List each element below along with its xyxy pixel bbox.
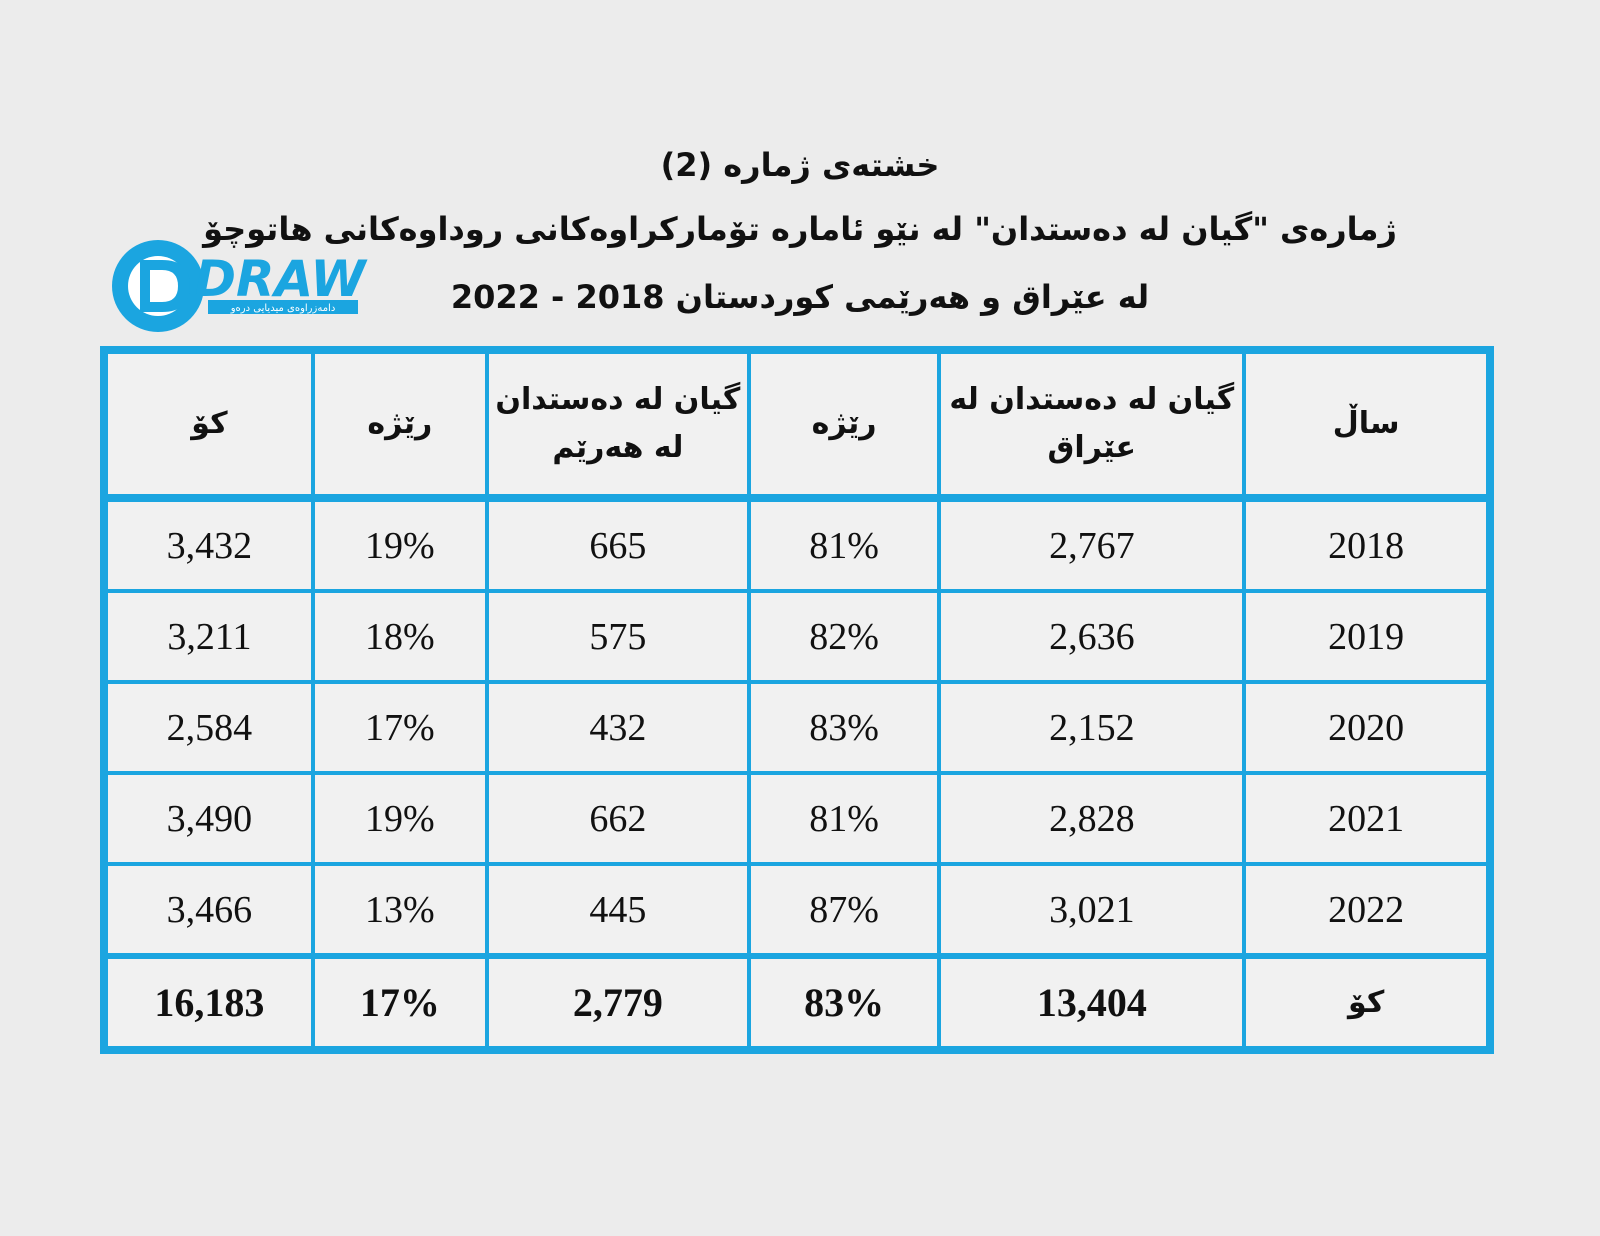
total-cell: 2,584: [102, 680, 315, 775]
iraq-deaths-cell: 2,636: [937, 589, 1247, 684]
header-region-line2: لە هەرێم: [552, 430, 684, 465]
year-cell: 2020: [1242, 680, 1492, 775]
table-caption: خشتەی ژمارە (2): [660, 146, 940, 184]
total-cell: 3,432: [102, 496, 315, 593]
totals-region-deaths-cell: 2,779: [484, 953, 751, 1052]
region-deaths-cell: 445: [484, 862, 751, 958]
table-row: 2020 2,152 83% 432 17% 2,584: [102, 680, 1492, 775]
region-deaths-cell: 432: [484, 680, 751, 775]
draw-logo: DRAW دامەزراوەی میدیایی درەو: [112, 240, 368, 332]
region-percentage-cell: 17%: [310, 680, 489, 775]
region-percentage-cell: 19%: [310, 496, 489, 593]
header-region-line1: گیان لە دەستدان: [495, 382, 741, 417]
iraq-percentage-cell: 81%: [746, 496, 942, 593]
table-row: 2022 3,021 87% 445 13% 3,466: [102, 862, 1492, 958]
header-row: ساڵ گیان لە دەستدان لە عێراق رێژە گیان ل…: [102, 348, 1492, 502]
region-percentage-cell: 18%: [310, 589, 489, 684]
table-row: 2019 2,636 82% 575 18% 3,211: [102, 589, 1492, 684]
region-deaths-cell: 662: [484, 771, 751, 866]
header-iraq-deaths: گیان لە دەستدان لە عێراق: [937, 348, 1247, 502]
year-cell: 2021: [1242, 771, 1492, 866]
iraq-deaths-cell: 2,828: [937, 771, 1247, 866]
region-deaths-cell: 575: [484, 589, 751, 684]
header-total: کۆ: [102, 348, 315, 502]
table-subtitle: لە عێراق و هەرێمی کوردستان 2018 - 2022: [450, 278, 1150, 316]
header-region-deaths: گیان لە دەستدان لە هەرێم: [484, 348, 751, 502]
year-cell: 2019: [1242, 589, 1492, 684]
header-year: ساڵ: [1242, 348, 1492, 502]
totals-row: کۆ 13,404 83% 2,779 17% 16,183: [102, 953, 1492, 1052]
total-cell: 3,490: [102, 771, 315, 866]
logo-text: DRAW: [194, 250, 368, 308]
table-row: 2018 2,767 81% 665 19% 3,432: [102, 496, 1492, 593]
totals-label-cell: کۆ: [1242, 953, 1492, 1052]
totals-grand-total-cell: 16,183: [102, 953, 315, 1052]
region-percentage-cell: 19%: [310, 771, 489, 866]
totals-region-percentage-cell: 17%: [310, 953, 489, 1052]
region-deaths-cell: 665: [484, 496, 751, 593]
iraq-deaths-cell: 2,767: [937, 496, 1247, 593]
total-cell: 3,211: [102, 589, 315, 684]
iraq-percentage-cell: 81%: [746, 771, 942, 866]
table-row: 2021 2,828 81% 662 19% 3,490: [102, 771, 1492, 866]
table-title: ژمارەی "گیان لە دەستدان" لە نێو ئامارە ت…: [203, 210, 1397, 248]
logo-subtitle: دامەزراوەی میدیایی درەو: [230, 303, 336, 314]
region-percentage-cell: 13%: [310, 862, 489, 958]
iraq-percentage-cell: 82%: [746, 589, 942, 684]
header-iraq-percentage: رێژە: [746, 348, 942, 502]
year-cell: 2022: [1242, 862, 1492, 958]
header-region-percentage: رێژە: [310, 348, 489, 502]
iraq-percentage-cell: 87%: [746, 862, 942, 958]
total-cell: 3,466: [102, 862, 315, 958]
year-cell: 2018: [1242, 496, 1492, 593]
iraq-deaths-cell: 3,021: [937, 862, 1247, 958]
header-iraq-line1: گیان لە دەستدان لە: [949, 382, 1235, 417]
header-iraq-line2: عێراق: [1047, 430, 1137, 465]
fatalities-table: ساڵ گیان لە دەستدان لە عێراق رێژە گیان ل…: [100, 346, 1494, 1054]
iraq-percentage-cell: 83%: [746, 680, 942, 775]
iraq-deaths-cell: 2,152: [937, 680, 1247, 775]
totals-iraq-percentage-cell: 83%: [746, 953, 942, 1052]
totals-iraq-deaths-cell: 13,404: [937, 953, 1247, 1052]
